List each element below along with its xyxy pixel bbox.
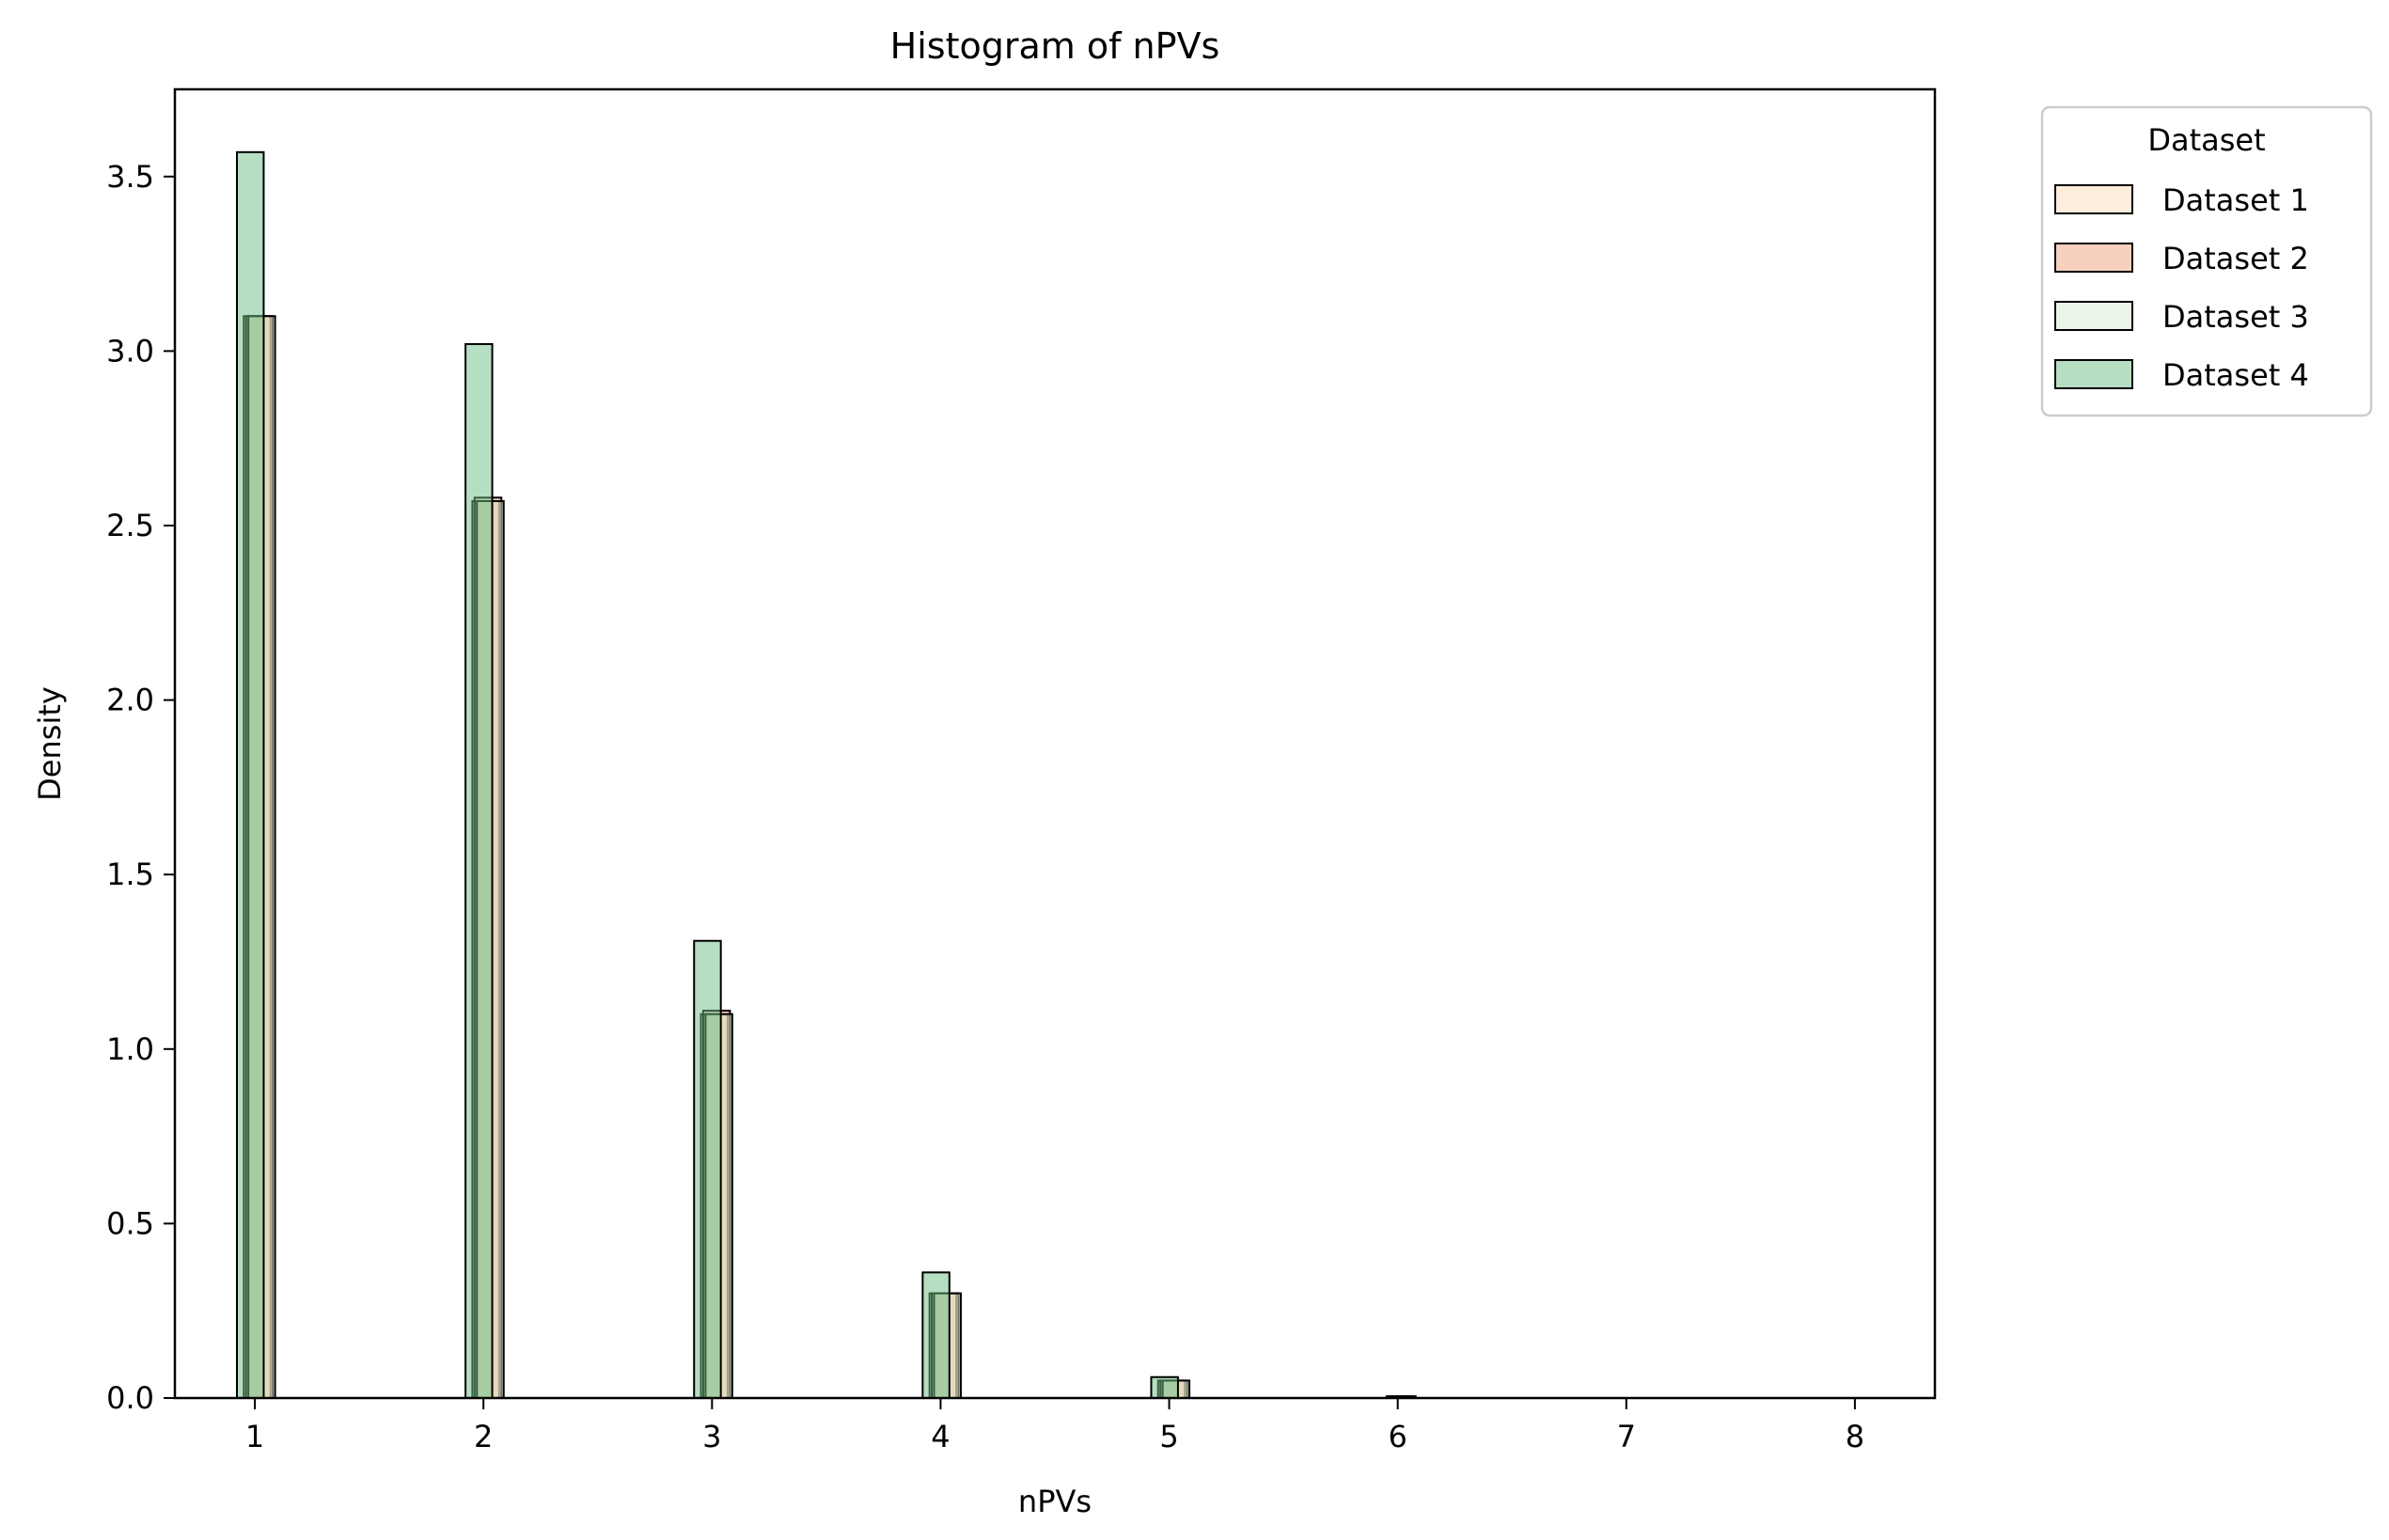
bar-series-4-bin-4: [921, 1271, 951, 1400]
x-axis-ticks: 1 2 3 4 5 6 7 8: [245, 1398, 1864, 1454]
legend-title: Dataset: [2147, 122, 2265, 158]
x-tick-label: 5: [1159, 1419, 1178, 1454]
chart-title: Histogram of nPVs: [890, 25, 1220, 67]
y-tick-label: 1.0: [106, 1031, 154, 1067]
y-axis-ticks: 0.0 0.5 1.0 1.5 2.0 2.5 3.0 3.5: [106, 159, 175, 1416]
legend-label-1: Dataset 1: [2162, 182, 2309, 218]
y-tick-label: 2.5: [106, 508, 154, 543]
bars-layer: [236, 150, 1417, 1400]
legend-swatch-1: [2054, 184, 2133, 214]
x-axis-label: nPVs: [1018, 1484, 1092, 1519]
bar-series-4-bin-2: [464, 342, 494, 1400]
plot-frame: [173, 87, 1937, 1400]
bar-series-4-bin-3: [693, 939, 722, 1400]
legend-swatch-2: [2054, 243, 2133, 273]
legend-items: Dataset 1 Dataset 2 Dataset 3 Dataset 4: [2054, 182, 2309, 393]
bar-series-4-bin-1: [236, 150, 265, 1399]
legend-swatch-3: [2054, 301, 2133, 331]
y-tick-label: 3.0: [106, 333, 154, 369]
y-tick-label: 0.0: [106, 1380, 154, 1416]
legend-label-4: Dataset 4: [2162, 357, 2309, 393]
x-tick-label: 4: [931, 1419, 950, 1454]
legend-label-3: Dataset 3: [2162, 299, 2309, 335]
y-tick-label: 3.5: [106, 159, 154, 195]
x-tick-label: 7: [1617, 1419, 1636, 1454]
x-tick-label: 1: [245, 1419, 264, 1454]
x-tick-label: 3: [702, 1419, 721, 1454]
legend-label-2: Dataset 2: [2162, 241, 2309, 276]
legend-swatch-4: [2054, 359, 2133, 389]
y-tick-label: 2.0: [106, 683, 154, 718]
y-tick-label: 0.5: [106, 1205, 154, 1241]
y-axis-label: Density: [32, 686, 68, 801]
x-tick-label: 2: [474, 1419, 493, 1454]
x-tick-label: 8: [1846, 1419, 1864, 1454]
y-tick-label: 1.5: [106, 856, 154, 892]
bar-series-4-bin-5: [1150, 1375, 1179, 1400]
x-tick-label: 6: [1388, 1419, 1407, 1454]
